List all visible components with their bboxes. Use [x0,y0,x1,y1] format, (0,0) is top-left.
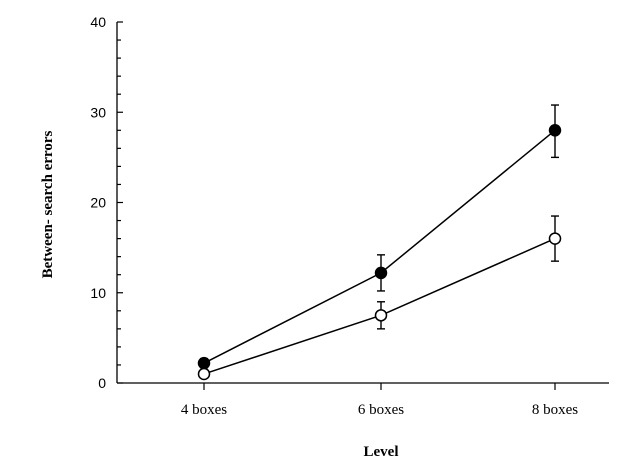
open-circle-point [548,232,562,245]
chart-axes [116,22,609,384]
y-tick-label: 10 [90,285,106,301]
filled-circle-point [374,266,388,280]
x-tick-label: 6 boxes [358,402,404,418]
y-axis-ticks: 0 10 20 30 40 [90,14,123,391]
y-tick-label: 40 [90,14,106,30]
x-tick-label: 4 boxes [181,402,227,418]
filled-circle-point [548,124,562,137]
y-axis-title: Between- search errors [40,130,56,278]
x-axis-title: Level [364,444,399,460]
y-tick-label: 20 [90,195,106,211]
x-tick-label: 8 boxes [532,402,578,418]
y-tick-label: 0 [98,375,106,391]
series-line [203,237,556,375]
y-tick-label: 30 [90,104,106,120]
filled-circle-point [197,356,211,370]
series-layer [197,104,562,381]
open-circle-point [197,367,211,381]
series-2 [197,215,562,381]
x-axis-ticks: 4 boxes 6 boxes 8 boxes [181,383,578,418]
open-circle-point [374,309,388,322]
